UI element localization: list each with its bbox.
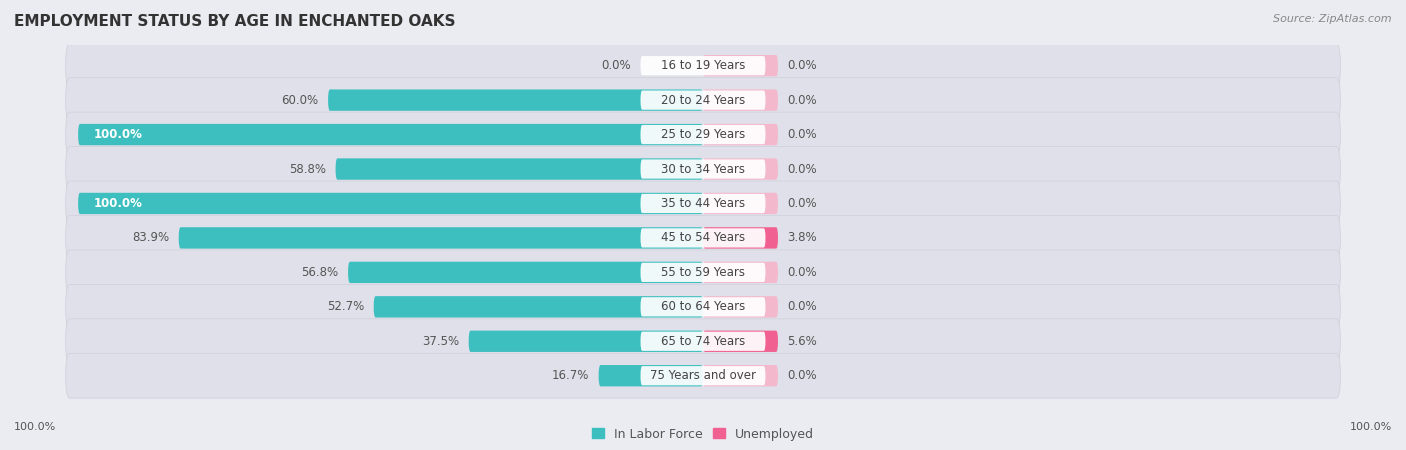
FancyBboxPatch shape	[328, 90, 703, 111]
FancyBboxPatch shape	[179, 227, 703, 248]
FancyBboxPatch shape	[66, 112, 1340, 157]
Legend: In Labor Force, Unemployed: In Labor Force, Unemployed	[586, 423, 820, 446]
Text: 3.8%: 3.8%	[787, 231, 817, 244]
FancyBboxPatch shape	[641, 228, 765, 248]
FancyBboxPatch shape	[79, 193, 703, 214]
Text: 0.0%: 0.0%	[787, 266, 817, 279]
FancyBboxPatch shape	[703, 365, 778, 387]
FancyBboxPatch shape	[641, 159, 765, 179]
FancyBboxPatch shape	[66, 147, 1340, 191]
FancyBboxPatch shape	[703, 193, 778, 214]
FancyBboxPatch shape	[641, 366, 765, 385]
Text: 35 to 44 Years: 35 to 44 Years	[661, 197, 745, 210]
Text: 100.0%: 100.0%	[14, 422, 56, 432]
FancyBboxPatch shape	[66, 181, 1340, 226]
Text: EMPLOYMENT STATUS BY AGE IN ENCHANTED OAKS: EMPLOYMENT STATUS BY AGE IN ENCHANTED OA…	[14, 14, 456, 28]
Text: 83.9%: 83.9%	[132, 231, 169, 244]
FancyBboxPatch shape	[703, 227, 778, 248]
Text: 100.0%: 100.0%	[94, 197, 142, 210]
Text: 75 Years and over: 75 Years and over	[650, 369, 756, 382]
FancyBboxPatch shape	[66, 353, 1340, 398]
Text: 5.6%: 5.6%	[787, 335, 817, 348]
Text: 37.5%: 37.5%	[422, 335, 460, 348]
FancyBboxPatch shape	[66, 319, 1340, 364]
Text: 0.0%: 0.0%	[787, 94, 817, 107]
FancyBboxPatch shape	[641, 332, 765, 351]
Text: 0.0%: 0.0%	[787, 300, 817, 313]
FancyBboxPatch shape	[641, 125, 765, 144]
FancyBboxPatch shape	[336, 158, 703, 180]
Text: 52.7%: 52.7%	[328, 300, 364, 313]
Text: 16.7%: 16.7%	[553, 369, 589, 382]
FancyBboxPatch shape	[703, 124, 778, 145]
Text: 65 to 74 Years: 65 to 74 Years	[661, 335, 745, 348]
FancyBboxPatch shape	[703, 90, 778, 111]
Text: 0.0%: 0.0%	[787, 128, 817, 141]
FancyBboxPatch shape	[79, 124, 703, 145]
FancyBboxPatch shape	[468, 331, 703, 352]
FancyBboxPatch shape	[703, 55, 778, 76]
FancyBboxPatch shape	[66, 78, 1340, 122]
FancyBboxPatch shape	[599, 365, 703, 387]
FancyBboxPatch shape	[66, 284, 1340, 329]
Text: 56.8%: 56.8%	[301, 266, 339, 279]
FancyBboxPatch shape	[703, 158, 778, 180]
Text: 20 to 24 Years: 20 to 24 Years	[661, 94, 745, 107]
Text: 16 to 19 Years: 16 to 19 Years	[661, 59, 745, 72]
FancyBboxPatch shape	[641, 263, 765, 282]
Text: 0.0%: 0.0%	[787, 59, 817, 72]
FancyBboxPatch shape	[374, 296, 703, 318]
FancyBboxPatch shape	[66, 216, 1340, 261]
Text: 100.0%: 100.0%	[94, 128, 142, 141]
Text: 30 to 34 Years: 30 to 34 Years	[661, 162, 745, 176]
FancyBboxPatch shape	[349, 262, 703, 283]
FancyBboxPatch shape	[66, 250, 1340, 295]
FancyBboxPatch shape	[703, 296, 778, 318]
Text: 0.0%: 0.0%	[787, 369, 817, 382]
FancyBboxPatch shape	[66, 43, 1340, 88]
Text: 55 to 59 Years: 55 to 59 Years	[661, 266, 745, 279]
FancyBboxPatch shape	[641, 56, 765, 75]
Text: 60.0%: 60.0%	[281, 94, 319, 107]
FancyBboxPatch shape	[703, 262, 778, 283]
Text: 0.0%: 0.0%	[787, 197, 817, 210]
FancyBboxPatch shape	[641, 297, 765, 316]
Text: 0.0%: 0.0%	[787, 162, 817, 176]
Text: 100.0%: 100.0%	[1350, 422, 1392, 432]
FancyBboxPatch shape	[641, 194, 765, 213]
Text: 58.8%: 58.8%	[290, 162, 326, 176]
Text: 60 to 64 Years: 60 to 64 Years	[661, 300, 745, 313]
Text: 0.0%: 0.0%	[602, 59, 631, 72]
Text: 25 to 29 Years: 25 to 29 Years	[661, 128, 745, 141]
Text: 45 to 54 Years: 45 to 54 Years	[661, 231, 745, 244]
FancyBboxPatch shape	[641, 90, 765, 110]
Text: Source: ZipAtlas.com: Source: ZipAtlas.com	[1274, 14, 1392, 23]
FancyBboxPatch shape	[703, 331, 778, 352]
